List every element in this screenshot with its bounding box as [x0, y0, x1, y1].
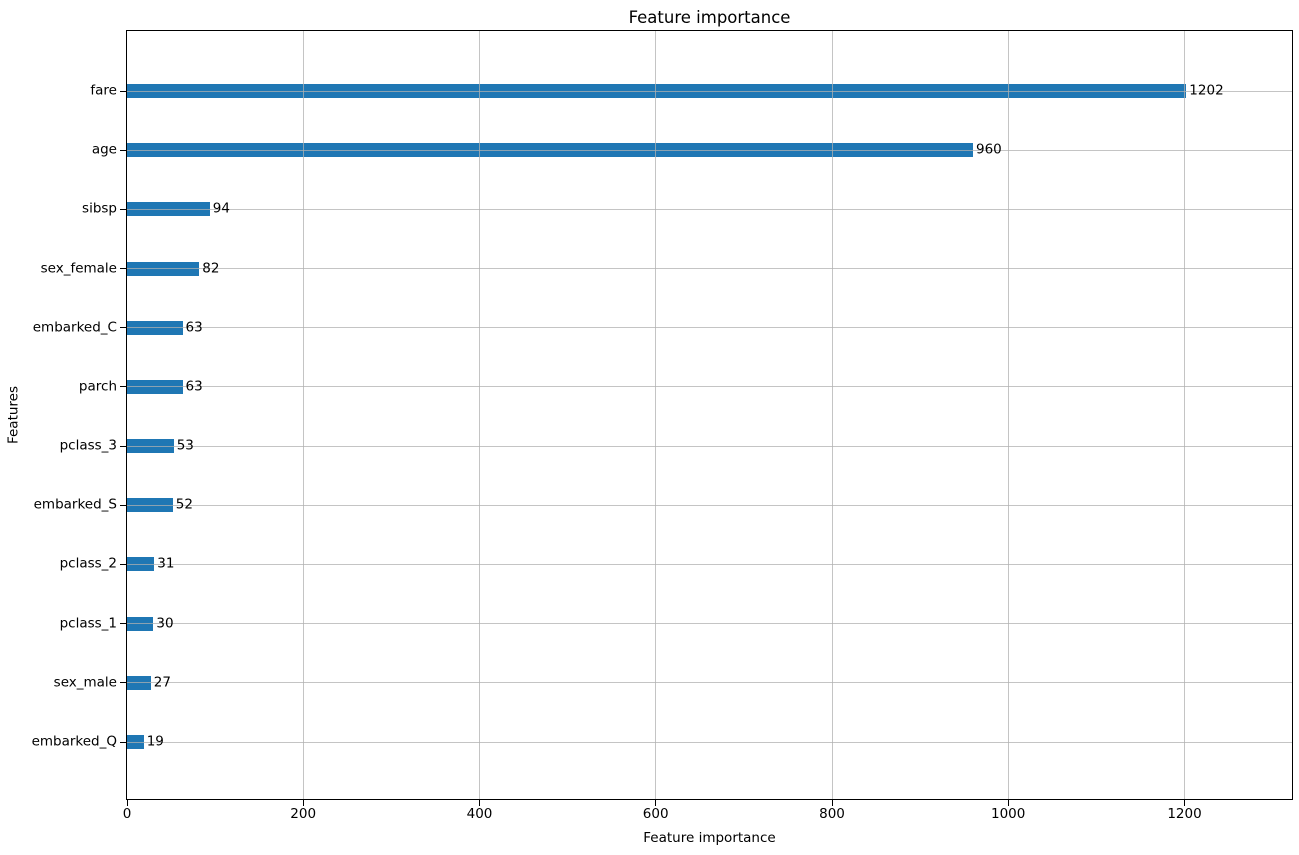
y-tick-mark: [120, 741, 126, 743]
y-tick-mark: [120, 208, 126, 210]
horizontal-gridline: [127, 682, 1292, 684]
bar-value-label: 19: [146, 733, 164, 750]
horizontal-gridline: [127, 149, 1292, 151]
horizontal-gridline: [127, 208, 1292, 210]
y-tick-label-embarked_S: embarked_S: [33, 496, 117, 513]
bar-value-label: 1202: [1189, 82, 1224, 99]
x-tick-mark: [302, 800, 304, 806]
x-tick-label-1200: 1200: [1167, 806, 1202, 822]
y-tick-mark: [120, 682, 126, 684]
bar-value-label: 82: [202, 259, 220, 276]
bar-value-label: 31: [157, 555, 175, 572]
x-tick-mark: [1007, 800, 1009, 806]
y-tick-mark: [120, 268, 126, 269]
horizontal-gridline: [127, 268, 1292, 269]
bar-value-label: 63: [185, 318, 203, 335]
y-tick-label-pclass_2: pclass_2: [59, 555, 117, 572]
x-tick-mark: [1184, 800, 1185, 806]
y-axis-label: Features: [5, 385, 22, 445]
x-tick-label-400: 400: [466, 806, 493, 822]
plot-area: 1202 fare 960 age 94 sibsp 82 sex_female 63 embar…: [32, 30, 1293, 821]
y-tick-mark: [120, 327, 126, 329]
bar-value-label: 27: [153, 674, 171, 691]
y-tick-mark: [120, 445, 126, 447]
bar-value-label: 52: [175, 496, 193, 513]
y-tick-label-pclass_3: pclass_3: [59, 437, 117, 454]
y-tick-label-sex_male: sex_male: [53, 674, 117, 691]
x-tick-label-600: 600: [642, 806, 669, 822]
y-tick-mark: [120, 386, 126, 388]
chart-title: Feature importance: [628, 8, 791, 27]
vertical-gridline: [1184, 31, 1185, 799]
x-tick-label-0: 0: [122, 806, 132, 822]
vertical-gridline: [831, 31, 833, 799]
vertical-gridline: [302, 31, 304, 799]
x-axis-label: Feature importance: [643, 830, 776, 846]
vertical-gridline: [655, 31, 657, 799]
horizontal-gridline: [127, 327, 1292, 329]
horizontal-gridline: [127, 741, 1292, 743]
y-tick-label-sex_female: sex_female: [40, 259, 117, 276]
bar-value-label: 94: [212, 200, 230, 217]
horizontal-gridline: [127, 445, 1292, 447]
horizontal-gridline: [127, 504, 1292, 506]
y-tick-mark: [120, 90, 126, 92]
y-tick-label-fare: fare: [90, 82, 117, 99]
y-tick-label-age: age: [91, 141, 117, 158]
x-tick-mark: [831, 800, 833, 806]
y-tick-label-sibsp: sibsp: [82, 200, 117, 217]
x-tick-label-1000: 1000: [991, 806, 1026, 822]
y-tick-label-parch: parch: [78, 378, 117, 395]
y-tick-label-pclass_1: pclass_1: [59, 614, 117, 631]
horizontal-gridline: [127, 386, 1292, 388]
vertical-gridline: [479, 31, 480, 799]
y-tick-mark: [120, 623, 126, 625]
bar-value-label: 30: [156, 614, 174, 631]
bar-value-label: 53: [176, 437, 194, 454]
y-tick-mark: [120, 149, 126, 151]
x-tick-mark: [479, 800, 480, 806]
bar-value-label: 960: [976, 141, 1002, 158]
horizontal-gridline: [127, 563, 1292, 565]
y-tick-mark: [120, 504, 126, 506]
bar-value-label: 63: [185, 378, 203, 395]
y-tick-label-embarked_Q: embarked_Q: [31, 733, 117, 750]
y-tick-mark: [120, 563, 126, 565]
x-tick-mark: [126, 800, 128, 806]
x-tick-label-800: 800: [819, 806, 845, 822]
vertical-gridline: [1007, 31, 1009, 799]
horizontal-gridline: [127, 623, 1292, 625]
horizontal-gridline: [127, 90, 1292, 92]
x-tick-mark: [655, 800, 657, 806]
y-tick-label-embarked_C: embarked_C: [32, 318, 117, 335]
x-tick-label-200: 200: [290, 806, 317, 822]
